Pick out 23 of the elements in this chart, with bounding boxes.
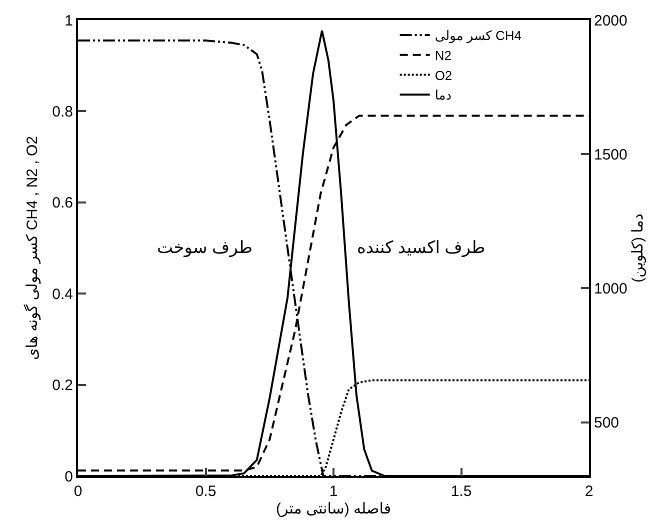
x-tick-label: 0.5 bbox=[195, 483, 216, 500]
x-tick-label: 1 bbox=[329, 483, 338, 500]
y-tick-label: 0.8 bbox=[52, 103, 73, 120]
legend-label: N2 bbox=[434, 48, 452, 63]
y-tick-label: 0 bbox=[64, 468, 73, 486]
y2-tick-label: 2000 bbox=[594, 12, 628, 30]
legend-label: کسر مولی CH4 bbox=[434, 28, 522, 44]
annotation: طرف سوخت bbox=[157, 238, 252, 258]
y-axis-title: کسر مولی گونه های CH4 , N2 , O2 bbox=[23, 136, 41, 360]
x-axis-title: فاصله (سانتی متر) bbox=[276, 500, 391, 518]
y2-axis-title: دما (کلوین) bbox=[629, 214, 646, 282]
x-tick-label: 1.5 bbox=[450, 483, 472, 500]
y-tick-label: 0.6 bbox=[52, 194, 73, 212]
y2-tick-label: 1500 bbox=[594, 146, 628, 164]
legend-label: دما bbox=[434, 88, 452, 103]
x-tick-label: 2 bbox=[584, 483, 594, 500]
y-tick-label: 1 bbox=[64, 12, 73, 30]
y-tick-label: 0.4 bbox=[52, 286, 73, 303]
legend-label: O2 bbox=[434, 68, 452, 83]
y-tick-label: 0.2 bbox=[52, 377, 73, 394]
y2-tick-label: 1000 bbox=[594, 280, 628, 298]
y2-tick-label: 500 bbox=[594, 414, 620, 432]
annotation: طرف اکسید کننده bbox=[357, 238, 486, 258]
